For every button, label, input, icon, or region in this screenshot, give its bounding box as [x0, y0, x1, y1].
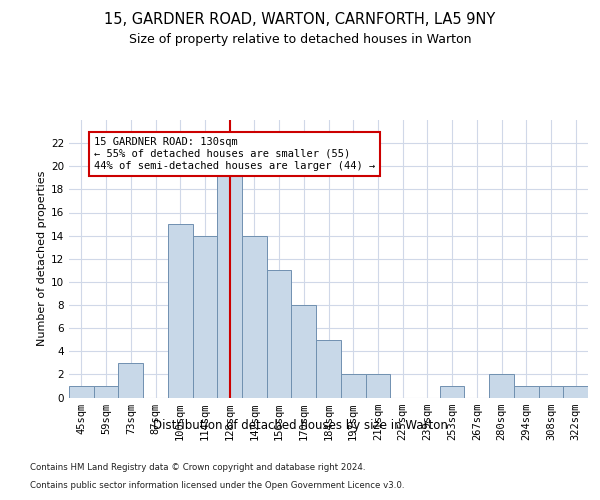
Text: 15 GARDNER ROAD: 130sqm
← 55% of detached houses are smaller (55)
44% of semi-de: 15 GARDNER ROAD: 130sqm ← 55% of detache…: [94, 138, 375, 170]
Bar: [69, 386, 94, 398]
Bar: [316, 340, 341, 398]
Bar: [118, 363, 143, 398]
Bar: [267, 270, 292, 398]
Text: Size of property relative to detached houses in Warton: Size of property relative to detached ho…: [129, 32, 471, 46]
Bar: [168, 224, 193, 398]
Bar: [341, 374, 365, 398]
Text: Contains HM Land Registry data © Crown copyright and database right 2024.: Contains HM Land Registry data © Crown c…: [30, 462, 365, 471]
Y-axis label: Number of detached properties: Number of detached properties: [37, 171, 47, 346]
Bar: [365, 374, 390, 398]
Bar: [217, 166, 242, 398]
Bar: [242, 236, 267, 398]
Bar: [193, 236, 217, 398]
Bar: [489, 374, 514, 398]
Text: Contains public sector information licensed under the Open Government Licence v3: Contains public sector information licen…: [30, 481, 404, 490]
Text: 15, GARDNER ROAD, WARTON, CARNFORTH, LA5 9NY: 15, GARDNER ROAD, WARTON, CARNFORTH, LA5…: [104, 12, 496, 28]
Text: Distribution of detached houses by size in Warton: Distribution of detached houses by size …: [152, 419, 448, 432]
Bar: [563, 386, 588, 398]
Bar: [440, 386, 464, 398]
Bar: [539, 386, 563, 398]
Bar: [94, 386, 118, 398]
Bar: [292, 305, 316, 398]
Bar: [514, 386, 539, 398]
